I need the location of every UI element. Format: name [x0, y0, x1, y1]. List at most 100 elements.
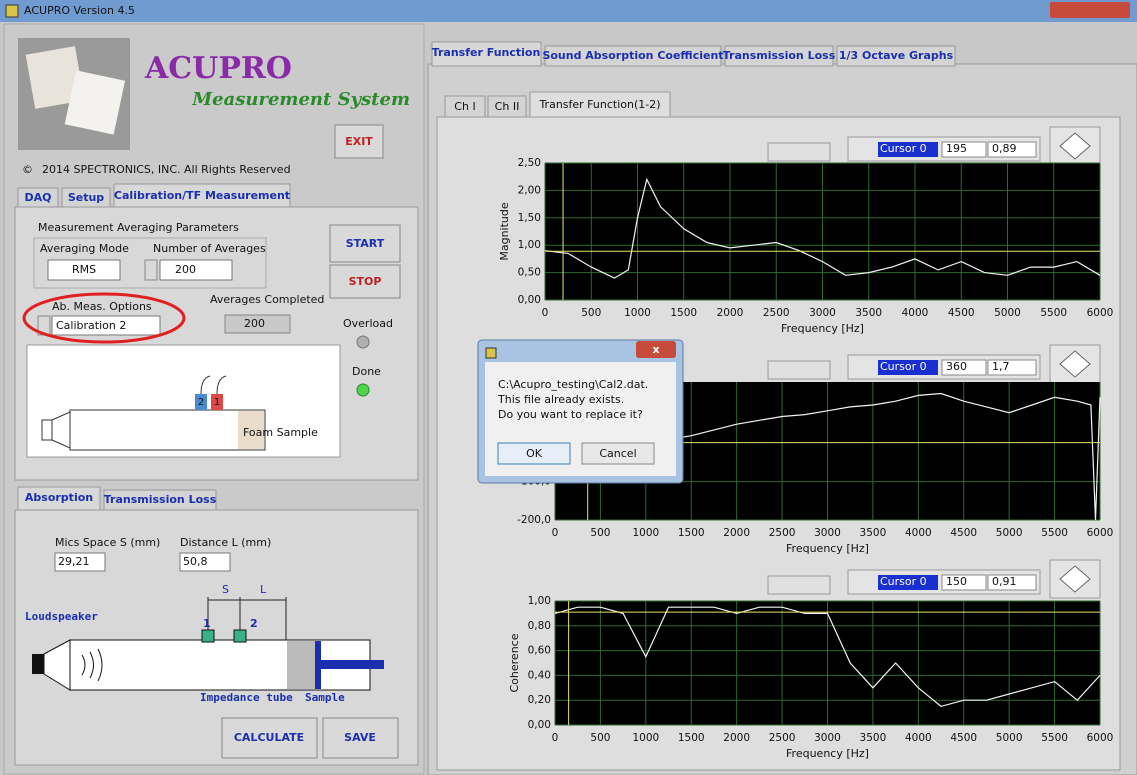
diagram-label: Loudspeaker	[25, 610, 98, 623]
title-bar	[0, 0, 1137, 22]
x-tick-label: 2500	[763, 307, 790, 319]
subtab-label: Transfer Function(1-2)	[538, 98, 660, 111]
averages-field[interactable]	[160, 260, 232, 280]
x-tick-label: 3500	[860, 527, 887, 539]
x-tick-label: 6000	[1087, 527, 1114, 539]
x-tick-label: 4000	[905, 732, 932, 744]
x-tick-label: 0	[552, 527, 559, 539]
averages-value: 200	[175, 263, 196, 276]
tab-label: Absorption	[25, 491, 93, 504]
x-tick-label: 3500	[855, 307, 882, 319]
group-title: Measurement Averaging Parameters	[38, 221, 239, 234]
x-tick-label: 6000	[1087, 307, 1114, 319]
diagram-label: Sample	[305, 691, 345, 704]
y-tick-label: 0,00	[518, 294, 541, 306]
diagram-label: S	[222, 583, 229, 596]
cancel-label: Cancel	[599, 447, 636, 460]
window-controls[interactable]	[1050, 2, 1130, 18]
x-tick-label: 0	[542, 307, 549, 319]
y-tick-label: -200,0	[517, 514, 551, 526]
x-axis-title: Frequency [Hz]	[781, 322, 864, 335]
y-tick-label: 0,80	[528, 620, 551, 632]
cursor-y: 0,89	[992, 142, 1017, 155]
x-tick-label: 6000	[1087, 732, 1114, 744]
mic-label: 2	[198, 397, 204, 408]
x-tick-label: 3000	[809, 307, 836, 319]
options-value: Calibration 2	[56, 319, 126, 332]
x-axis-title: Frequency [Hz]	[786, 542, 869, 555]
y-tick-label: 0,50	[518, 267, 541, 279]
x-tick-label: 4500	[950, 732, 977, 744]
field-label: Distance L (mm)	[180, 536, 271, 549]
x-tick-label: 2500	[769, 527, 796, 539]
field-label: Mics Space S (mm)	[55, 536, 160, 549]
diagram-label: 2	[250, 617, 258, 630]
y-tick-label: 2,00	[518, 184, 541, 196]
x-tick-label: 2000	[723, 527, 750, 539]
y-tick-label: 1,50	[518, 212, 541, 224]
mic-label: 1	[214, 397, 220, 408]
y-tick-label: 1,00	[528, 595, 551, 607]
field-label: Number of Averages	[153, 242, 266, 255]
tab-label: Transmission Loss	[104, 493, 217, 506]
x-tick-label: 0	[552, 732, 559, 744]
diagram-label: Impedance tube	[200, 691, 293, 704]
graph-tools	[768, 576, 830, 594]
cursor-name: Cursor 0	[880, 360, 927, 373]
exit-label: EXIT	[345, 135, 373, 148]
x-tick-label: 2500	[769, 732, 796, 744]
speaker	[42, 420, 52, 440]
diagram-label: L	[260, 583, 267, 596]
sample-block	[287, 641, 315, 689]
x-tick-label: 4000	[905, 527, 932, 539]
overload-led	[357, 336, 369, 348]
x-tick-label: 5500	[1041, 732, 1068, 744]
x-tick-label: 5000	[994, 307, 1021, 319]
y-tick-label: 1,00	[518, 239, 541, 251]
cursor-y: 0,91	[992, 575, 1017, 588]
tube	[70, 410, 265, 450]
y-tick-label: 0,00	[528, 719, 551, 731]
x-tick-label: 1500	[670, 307, 697, 319]
x-tick-label: 3500	[860, 732, 887, 744]
field-label: Averaging Mode	[40, 242, 129, 255]
window-title: ACUPRO Version 4.5	[24, 4, 135, 17]
x-tick-label: 5000	[996, 527, 1023, 539]
y-tick-label: 2,50	[518, 157, 541, 169]
tab-label: Calibration/TF Measurement	[114, 189, 290, 202]
x-tick-label: 2000	[717, 307, 744, 319]
x-tick-label: 4500	[950, 527, 977, 539]
x-tick-label: 500	[590, 732, 610, 744]
dialog-text: Do you want to replace it?	[498, 408, 643, 421]
tab-label: Setup	[68, 191, 104, 204]
foam-label: Foam Sample	[243, 426, 318, 439]
close-glyph: x	[652, 343, 659, 356]
tab-label: Sound Absorption Coefficient	[542, 49, 723, 62]
cursor-x: 195	[946, 142, 967, 155]
y-tick-label: 0,20	[528, 694, 551, 706]
y-axis-title: Coherence	[508, 633, 521, 692]
cursor-y: 1,7	[992, 360, 1010, 373]
tab-label: 1/3 Octave Graphs	[839, 49, 954, 62]
dialog-icon	[486, 348, 496, 358]
y-tick-label: 0,40	[528, 669, 551, 681]
completed-value: 200	[244, 317, 265, 330]
x-tick-label: 500	[590, 527, 610, 539]
x-tick-label: 3000	[814, 527, 841, 539]
ok-label: OK	[526, 447, 543, 460]
led-label: Done	[352, 365, 381, 378]
dialog: x C:\Acupro_testing\Cal2.dat. This file …	[478, 340, 683, 483]
x-tick-label: 3000	[814, 732, 841, 744]
mics-space-value: 29,21	[58, 555, 90, 568]
spinner[interactable]	[145, 260, 157, 280]
cursor-name: Cursor 0	[880, 142, 927, 155]
done-led	[357, 384, 369, 396]
x-tick-label: 5500	[1041, 527, 1068, 539]
stop-label: STOP	[349, 275, 382, 288]
mic	[234, 630, 246, 642]
x-tick-label: 4000	[902, 307, 929, 319]
field-label: Averages Completed	[210, 293, 324, 306]
x-tick-label: 1500	[678, 527, 705, 539]
x-tick-label: 1500	[678, 732, 705, 744]
logo-title: ACUPRO	[144, 51, 292, 86]
